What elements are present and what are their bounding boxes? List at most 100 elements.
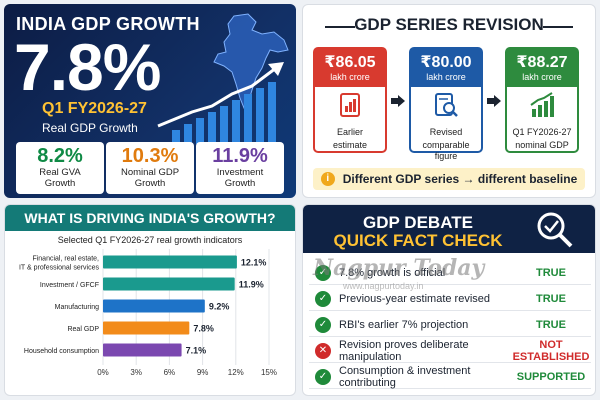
category-label: Household consumption	[24, 348, 99, 355]
growth-drivers-bar-chart: 0% 3% 6% 9% 12% 15% 12.1% Financial, real estat…	[19, 249, 277, 377]
check-icon: ✓	[315, 290, 331, 307]
bar	[103, 255, 237, 269]
arrow-right-icon	[391, 95, 405, 107]
stat-label: Investment	[216, 167, 264, 178]
stat-label: Growth	[134, 177, 166, 189]
bar	[103, 277, 235, 291]
cross-icon: ✕	[315, 342, 331, 359]
title-rule-left	[325, 26, 355, 28]
box-caption: nominal GDP	[515, 140, 569, 151]
fact-row: ✓ Previous-year estimate revised TRUE	[309, 287, 591, 311]
stat-card-nominal-gdp: 10.3% Nominal GDP Growth	[106, 142, 194, 194]
fact-row: ✓ Consumption & investment contributing SU…	[309, 365, 591, 389]
fact-text: RBI's earlier 7% projection	[339, 318, 469, 331]
panel-title: GDP DEBATE	[363, 213, 473, 232]
check-icon: ✓	[315, 316, 331, 333]
baseline-note: i Different GDP series → different basel…	[313, 168, 585, 190]
category-label: Investment / GFCF	[40, 282, 99, 289]
bar-value-label: 7.8%	[193, 324, 214, 334]
fact-row: ✓ 7.8% growth is official TRUE	[309, 261, 591, 285]
chart-subtitle: Selected Q1 FY2026-27 real growth indica…	[57, 235, 243, 245]
x-tick-label: 3%	[130, 368, 142, 377]
stat-value: 8.2%	[37, 145, 83, 167]
fact-row: ✕ Revision proves deliberate manipulation…	[309, 339, 591, 363]
fact-check-panel: GDP DEBATE QUICK FACT CHECK ✓ 7.8% growth…	[302, 204, 596, 396]
note-text: Different GDP series → different baselin…	[342, 172, 578, 186]
fact-status: NOT ESTABLISHED	[512, 338, 590, 363]
x-tick-label: 15%	[261, 368, 277, 377]
box-unit: lakh crore	[426, 72, 466, 82]
box-unit: lakh crore	[330, 72, 370, 82]
category-label: Financial, real estate,	[32, 256, 99, 263]
watermark-logo: Nagpur Today	[313, 255, 485, 281]
check-icon: ✓	[315, 264, 331, 281]
panel-subtitle: QUICK FACT CHECK	[333, 231, 503, 250]
fact-status: TRUE	[536, 318, 566, 331]
box-value: ₹86.05	[324, 54, 376, 71]
box-header: ₹86.05 lakh crore	[315, 49, 385, 87]
check-icon: ✓	[315, 368, 331, 385]
bar	[103, 343, 182, 357]
fact-text: 7.8% growth is official	[339, 266, 446, 279]
bar-value-label: 7.1%	[186, 346, 207, 356]
series-revision-panel: GDP SERIES REVISION ₹86.05 lakh crore Ea…	[302, 4, 596, 198]
quarter-label: Q1 FY2026-27	[42, 100, 147, 117]
bar	[103, 321, 190, 335]
gdp-growth-panel: INDIA GDP GROWTH 7.8% Q1 FY2026-27 Real …	[4, 4, 296, 198]
bar-value-label: 9.2%	[209, 302, 230, 312]
fact-status: SUPPORTED	[516, 370, 586, 383]
stat-card-investment: 11.9% Investment Growth	[196, 142, 284, 194]
panel-title: GDP SERIES REVISION	[354, 15, 544, 34]
box-caption: comparable figure	[422, 140, 470, 161]
stat-label: Nominal GDP	[120, 167, 180, 178]
fact-text: Previous-year estimate revised	[339, 292, 491, 305]
bar-value-label: 11.9%	[239, 280, 264, 290]
search-doc-icon	[435, 93, 458, 117]
box-caption: Earlier	[336, 127, 363, 137]
x-tick-label: 0%	[97, 368, 109, 377]
box-header: ₹88.27 lakh crore	[507, 49, 577, 87]
box-unit: lakh crore	[522, 72, 562, 82]
box-caption: Revised	[429, 127, 463, 137]
bar-growth-icon	[530, 92, 554, 117]
revised-figure-box: ₹80.00 lakh crore Revised comparable fig…	[409, 47, 483, 161]
box-caption: Q1 FY2026-27	[512, 127, 572, 137]
stat-label: Growth	[224, 177, 256, 189]
x-tick-label: 12%	[228, 368, 244, 377]
growth-drivers-panel: WHAT IS DRIVING INDIA'S GROWTH? Selected…	[4, 204, 296, 396]
category-label: Real GDP	[67, 326, 99, 333]
category-label: IT & professional services	[19, 265, 100, 272]
headline-growth-value: 7.8%	[14, 30, 161, 104]
stat-value: 11.9%	[212, 145, 268, 167]
bar-value-label: 12.1%	[241, 258, 267, 268]
report-icon	[340, 93, 360, 117]
x-tick-label: 6%	[164, 368, 176, 377]
fact-status: TRUE	[536, 266, 566, 279]
fact-check-header: GDP DEBATE QUICK FACT CHECK	[303, 205, 595, 253]
watermark-url: www.nagpurtoday.in	[343, 281, 424, 291]
subtitle: Real GDP Growth	[42, 121, 138, 135]
arrow-right-icon	[487, 95, 501, 107]
fact-text: Consumption & investment contributing	[339, 364, 471, 389]
panel-title: INDIA GDP GROWTH	[16, 14, 200, 34]
stat-value: 10.3%	[121, 145, 179, 167]
bar	[103, 299, 205, 313]
india-map-icon	[213, 13, 289, 109]
fact-status: TRUE	[536, 292, 566, 305]
nominal-gdp-box: ₹88.27 lakh crore Q1 FY2026-27 nominal G…	[505, 47, 579, 153]
magnifier-check-icon	[537, 212, 573, 248]
earlier-estimate-box: ₹86.05 lakh crore Earlier estimate	[313, 47, 387, 153]
box-value: ₹80.00	[420, 54, 472, 71]
box-value: ₹88.27	[516, 54, 568, 71]
box-header: ₹80.00 lakh crore	[411, 49, 481, 87]
title-rule-right	[543, 26, 573, 28]
fact-row: ✓ RBI's earlier 7% projection TRUE	[309, 313, 591, 337]
stat-label: Growth	[44, 177, 76, 189]
chart-title: WHAT IS DRIVING INDIA'S GROWTH?	[5, 205, 295, 231]
stat-label: Real GVA	[39, 167, 81, 178]
growth-trend-graphic	[157, 62, 284, 144]
info-icon: i	[320, 172, 335, 186]
box-caption: estimate	[332, 140, 367, 151]
x-tick-label: 9%	[197, 368, 209, 377]
category-label: Manufacturing	[55, 304, 99, 311]
